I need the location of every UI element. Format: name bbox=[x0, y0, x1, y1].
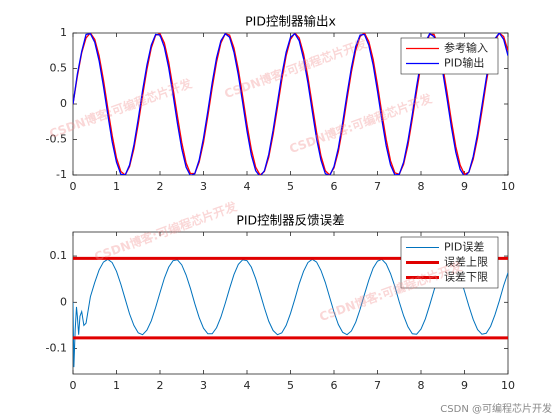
x-tick-label: 2 bbox=[157, 379, 164, 392]
y-tick-label: -0.5 bbox=[46, 133, 67, 146]
y-tick-label: 0.1 bbox=[50, 249, 68, 262]
legend-label: 参考输入 bbox=[444, 41, 488, 55]
y-tick-label: 0 bbox=[60, 97, 67, 110]
x-tick-label: 0 bbox=[70, 180, 77, 193]
x-tick-label: 10 bbox=[501, 180, 515, 193]
x-tick-label: 4 bbox=[244, 180, 251, 193]
series-line bbox=[73, 258, 508, 368]
x-tick-label: 1 bbox=[113, 379, 120, 392]
legend-box bbox=[400, 37, 499, 75]
x-tick-label: 1 bbox=[113, 180, 120, 193]
legend-label: 误差上限 bbox=[444, 255, 488, 269]
x-tick-label: 7 bbox=[374, 180, 381, 193]
x-tick-label: 8 bbox=[418, 379, 425, 392]
y-tick-label: -1 bbox=[56, 168, 67, 181]
x-tick-label: 5 bbox=[287, 379, 294, 392]
x-tick-label: 5 bbox=[287, 180, 294, 193]
y-tick-label: 0 bbox=[60, 295, 67, 308]
x-tick-label: 3 bbox=[200, 379, 207, 392]
y-tick-label: -0.1 bbox=[46, 342, 67, 355]
x-tick-label: 9 bbox=[461, 379, 468, 392]
x-tick-label: 6 bbox=[331, 379, 338, 392]
x-tick-label: 3 bbox=[200, 180, 207, 193]
x-tick-label: 6 bbox=[331, 180, 338, 193]
chart-title: PID控制器输出x bbox=[245, 14, 336, 29]
credit: CSDN @可编程芯片开发 bbox=[440, 402, 552, 415]
y-tick-label: 1 bbox=[60, 26, 67, 39]
legend-label: PID误差 bbox=[444, 240, 484, 254]
y-tick-label: 0.5 bbox=[50, 62, 68, 75]
x-tick-label: 0 bbox=[70, 379, 77, 392]
x-tick-label: 8 bbox=[418, 180, 425, 193]
x-tick-label: 4 bbox=[244, 379, 251, 392]
legend-label: PID输出 bbox=[444, 56, 484, 70]
x-tick-label: 7 bbox=[374, 379, 381, 392]
legend-label: 误差下限 bbox=[444, 270, 488, 284]
chart-title: PID控制器反馈误差 bbox=[236, 213, 344, 228]
x-tick-label: 10 bbox=[501, 379, 515, 392]
x-tick-label: 2 bbox=[157, 180, 164, 193]
x-tick-label: 9 bbox=[461, 180, 468, 193]
